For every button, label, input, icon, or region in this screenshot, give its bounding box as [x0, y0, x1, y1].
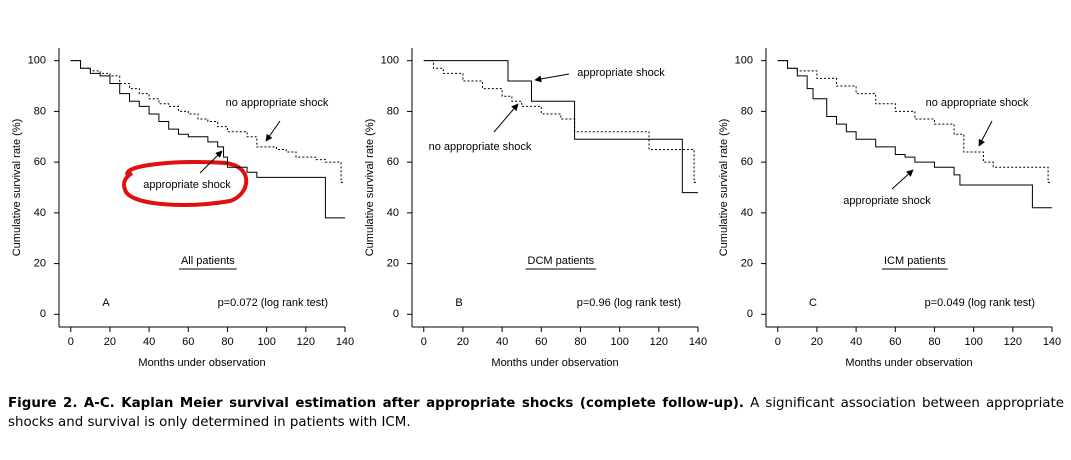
annotation-arrow [265, 120, 281, 142]
x-tick-label: 0 [775, 336, 781, 348]
y-tick-label: 80 [34, 105, 46, 117]
y-tick-label: 100 [381, 55, 399, 67]
x-tick-label: 40 [850, 336, 862, 348]
x-tick-label: 100 [610, 336, 628, 348]
x-tick-label: 60 [182, 336, 194, 348]
x-tick-label: 140 [336, 336, 354, 348]
survival-curve [423, 60, 698, 183]
y-tick-label: 20 [741, 257, 753, 269]
survival-curve [777, 60, 1052, 209]
x-tick-label: 100 [964, 336, 982, 348]
curve-annotation: no appropriate shock [226, 97, 329, 109]
x-tick-label: 0 [421, 336, 427, 348]
x-tick-label: 40 [496, 336, 508, 348]
caption: Figure 2. A-C. Kaplan Meier survival est… [8, 394, 1064, 432]
y-tick-label: 0 [393, 308, 399, 320]
subtitle: All patients [181, 255, 235, 267]
figure: 0 20 40 60 80 100 0 20 40 60 80 100 120 140 Months und… [11, 48, 1061, 369]
x-axis-label: Months under observation [138, 357, 265, 369]
panel-label: B [455, 297, 462, 309]
y-tick-label: 40 [34, 207, 46, 219]
annotation-arrow [534, 73, 570, 83]
x-tick-label: 140 [1043, 336, 1061, 348]
curve-annotation: no appropriate shock [926, 97, 1029, 109]
y-tick-label: 0 [747, 308, 753, 320]
survival-curve [70, 60, 345, 219]
survival-curve [70, 60, 345, 183]
x-tick-label: 0 [68, 336, 74, 348]
x-tick-label: 120 [1004, 336, 1022, 348]
y-tick-label: 40 [387, 207, 399, 219]
curve-annotation: no appropriate shock [429, 141, 532, 153]
x-axis-label: Months under observation [491, 357, 618, 369]
x-tick-label: 80 [221, 336, 233, 348]
x-tick-label: 20 [104, 336, 116, 348]
subtitle: ICM patients [884, 255, 946, 267]
caption-text: A significant association between approp… [8, 396, 1064, 430]
p-value: p=0.072 (log rank test) [218, 297, 328, 309]
x-tick-label: 80 [928, 336, 940, 348]
y-axis-label: Cumulative survival rate (%) [11, 119, 23, 257]
y-tick-label: 60 [34, 156, 46, 168]
x-tick-label: 20 [457, 336, 469, 348]
curve-annotation: appropriate shock [143, 179, 231, 191]
x-tick-label: 140 [689, 336, 707, 348]
y-tick-label: 100 [735, 55, 753, 67]
panel-label: C [809, 297, 817, 309]
y-tick-label: 40 [741, 207, 753, 219]
y-tick-label: 60 [387, 156, 399, 168]
y-tick-label: 20 [34, 257, 46, 269]
y-tick-label: 100 [28, 55, 46, 67]
y-tick-label: 20 [387, 257, 399, 269]
x-tick-label: 80 [574, 336, 586, 348]
panel-label: A [102, 297, 110, 309]
curve-annotation: appropriate shock [843, 195, 931, 207]
annotation-arrow [493, 103, 519, 133]
survival-curve [423, 60, 698, 194]
curve-annotation: appropriate shock [577, 67, 665, 79]
x-tick-label: 20 [811, 336, 823, 348]
y-tick-label: 80 [387, 105, 399, 117]
y-tick-label: 80 [741, 105, 753, 117]
subtitle: DCM patients [528, 255, 595, 267]
p-value: p=0.96 (log rank test) [577, 297, 681, 309]
x-axis-label: Months under observation [845, 357, 972, 369]
y-axis-label: Cumulative survival rate (%) [364, 119, 376, 257]
caption-bold: Figure 2. A-C. Kaplan Meier survival est… [8, 396, 744, 411]
x-tick-label: 60 [889, 336, 901, 348]
x-tick-label: 40 [143, 336, 155, 348]
x-tick-label: 120 [297, 336, 315, 348]
annotation-arrow [891, 169, 914, 190]
p-value: p=0.049 (log rank test) [925, 297, 1035, 309]
x-tick-label: 100 [257, 336, 275, 348]
y-axis-label: Cumulative survival rate (%) [718, 119, 730, 257]
x-tick-label: 60 [535, 336, 547, 348]
annotation-arrow [199, 150, 223, 174]
annotation-arrow [978, 120, 993, 147]
y-tick-label: 60 [741, 156, 753, 168]
highlight-circle [122, 160, 249, 207]
survival-curve [777, 60, 1052, 183]
y-tick-label: 0 [40, 308, 46, 320]
x-tick-label: 120 [650, 336, 668, 348]
